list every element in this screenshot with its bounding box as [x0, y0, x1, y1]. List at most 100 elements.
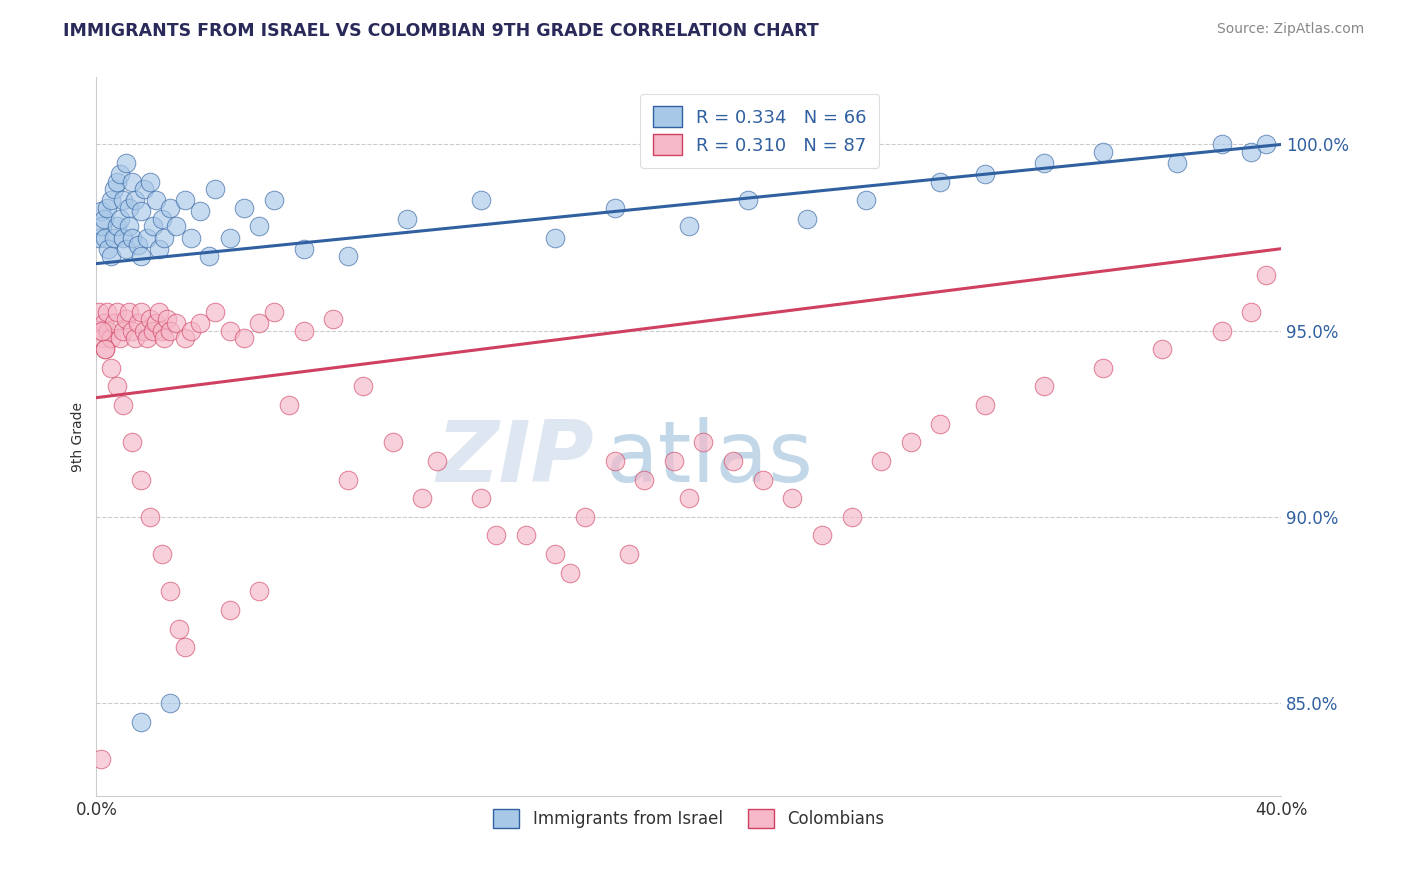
Point	[204, 182, 226, 196]
Point	[574, 509, 596, 524]
Point	[337, 473, 360, 487]
Point	[337, 249, 360, 263]
Point	[165, 316, 187, 330]
Point	[322, 312, 344, 326]
Point	[90, 324, 112, 338]
Point	[138, 175, 160, 189]
Text: ZIP: ZIP	[436, 417, 593, 500]
Point	[94, 343, 117, 357]
Point	[111, 324, 134, 338]
Point	[138, 312, 160, 326]
Point	[247, 219, 270, 234]
Point	[105, 379, 128, 393]
Point	[103, 230, 125, 244]
Point	[150, 211, 173, 226]
Point	[121, 324, 143, 338]
Point	[973, 167, 995, 181]
Point	[1256, 137, 1278, 152]
Point	[145, 316, 167, 330]
Point	[93, 316, 115, 330]
Point	[153, 331, 176, 345]
Point	[97, 242, 120, 256]
Point	[1033, 156, 1056, 170]
Point	[900, 435, 922, 450]
Point	[100, 360, 122, 375]
Point	[129, 204, 152, 219]
Point	[1240, 145, 1263, 159]
Point	[118, 305, 141, 319]
Point	[90, 204, 112, 219]
Point	[633, 473, 655, 487]
Point	[662, 454, 685, 468]
Text: IMMIGRANTS FROM ISRAEL VS COLOMBIAN 9TH GRADE CORRELATION CHART: IMMIGRANTS FROM ISRAEL VS COLOMBIAN 9TH …	[63, 22, 820, 40]
Point	[292, 324, 315, 338]
Point	[100, 249, 122, 263]
Point	[108, 331, 131, 345]
Point	[1240, 305, 1263, 319]
Point	[352, 379, 374, 393]
Point	[470, 491, 492, 506]
Y-axis label: 9th Grade: 9th Grade	[72, 401, 86, 472]
Point	[138, 509, 160, 524]
Point	[142, 219, 165, 234]
Point	[156, 312, 179, 326]
Point	[148, 305, 170, 319]
Point	[103, 316, 125, 330]
Point	[129, 249, 152, 263]
Legend: Immigrants from Israel, Colombians: Immigrants from Israel, Colombians	[486, 802, 891, 835]
Point	[515, 528, 537, 542]
Point	[111, 194, 134, 208]
Point	[96, 305, 118, 319]
Point	[188, 316, 211, 330]
Point	[174, 331, 197, 345]
Point	[111, 230, 134, 244]
Point	[1211, 324, 1233, 338]
Point	[1211, 137, 1233, 152]
Point	[1152, 343, 1174, 357]
Point	[174, 194, 197, 208]
Point	[91, 219, 114, 234]
Point	[721, 454, 744, 468]
Point	[263, 305, 285, 319]
Point	[188, 204, 211, 219]
Point	[103, 182, 125, 196]
Point	[1092, 360, 1115, 375]
Point	[97, 324, 120, 338]
Point	[233, 331, 256, 345]
Point	[169, 622, 191, 636]
Point	[396, 211, 419, 226]
Point	[180, 230, 202, 244]
Point	[129, 305, 152, 319]
Point	[115, 242, 138, 256]
Point	[132, 182, 155, 196]
Point	[247, 316, 270, 330]
Point	[180, 324, 202, 338]
Point	[94, 343, 117, 357]
Point	[129, 473, 152, 487]
Point	[870, 454, 893, 468]
Point	[121, 175, 143, 189]
Point	[105, 175, 128, 189]
Point	[1166, 156, 1188, 170]
Point	[93, 211, 115, 226]
Point	[929, 175, 952, 189]
Point	[411, 491, 433, 506]
Point	[426, 454, 449, 468]
Point	[174, 640, 197, 654]
Point	[108, 211, 131, 226]
Point	[118, 219, 141, 234]
Point	[218, 324, 240, 338]
Point	[121, 230, 143, 244]
Point	[277, 398, 299, 412]
Text: Source: ZipAtlas.com: Source: ZipAtlas.com	[1216, 22, 1364, 37]
Point	[973, 398, 995, 412]
Point	[150, 324, 173, 338]
Point	[105, 305, 128, 319]
Point	[1033, 379, 1056, 393]
Point	[198, 249, 221, 263]
Point	[115, 312, 138, 326]
Point	[108, 167, 131, 181]
Point	[841, 509, 863, 524]
Point	[751, 473, 773, 487]
Point	[263, 194, 285, 208]
